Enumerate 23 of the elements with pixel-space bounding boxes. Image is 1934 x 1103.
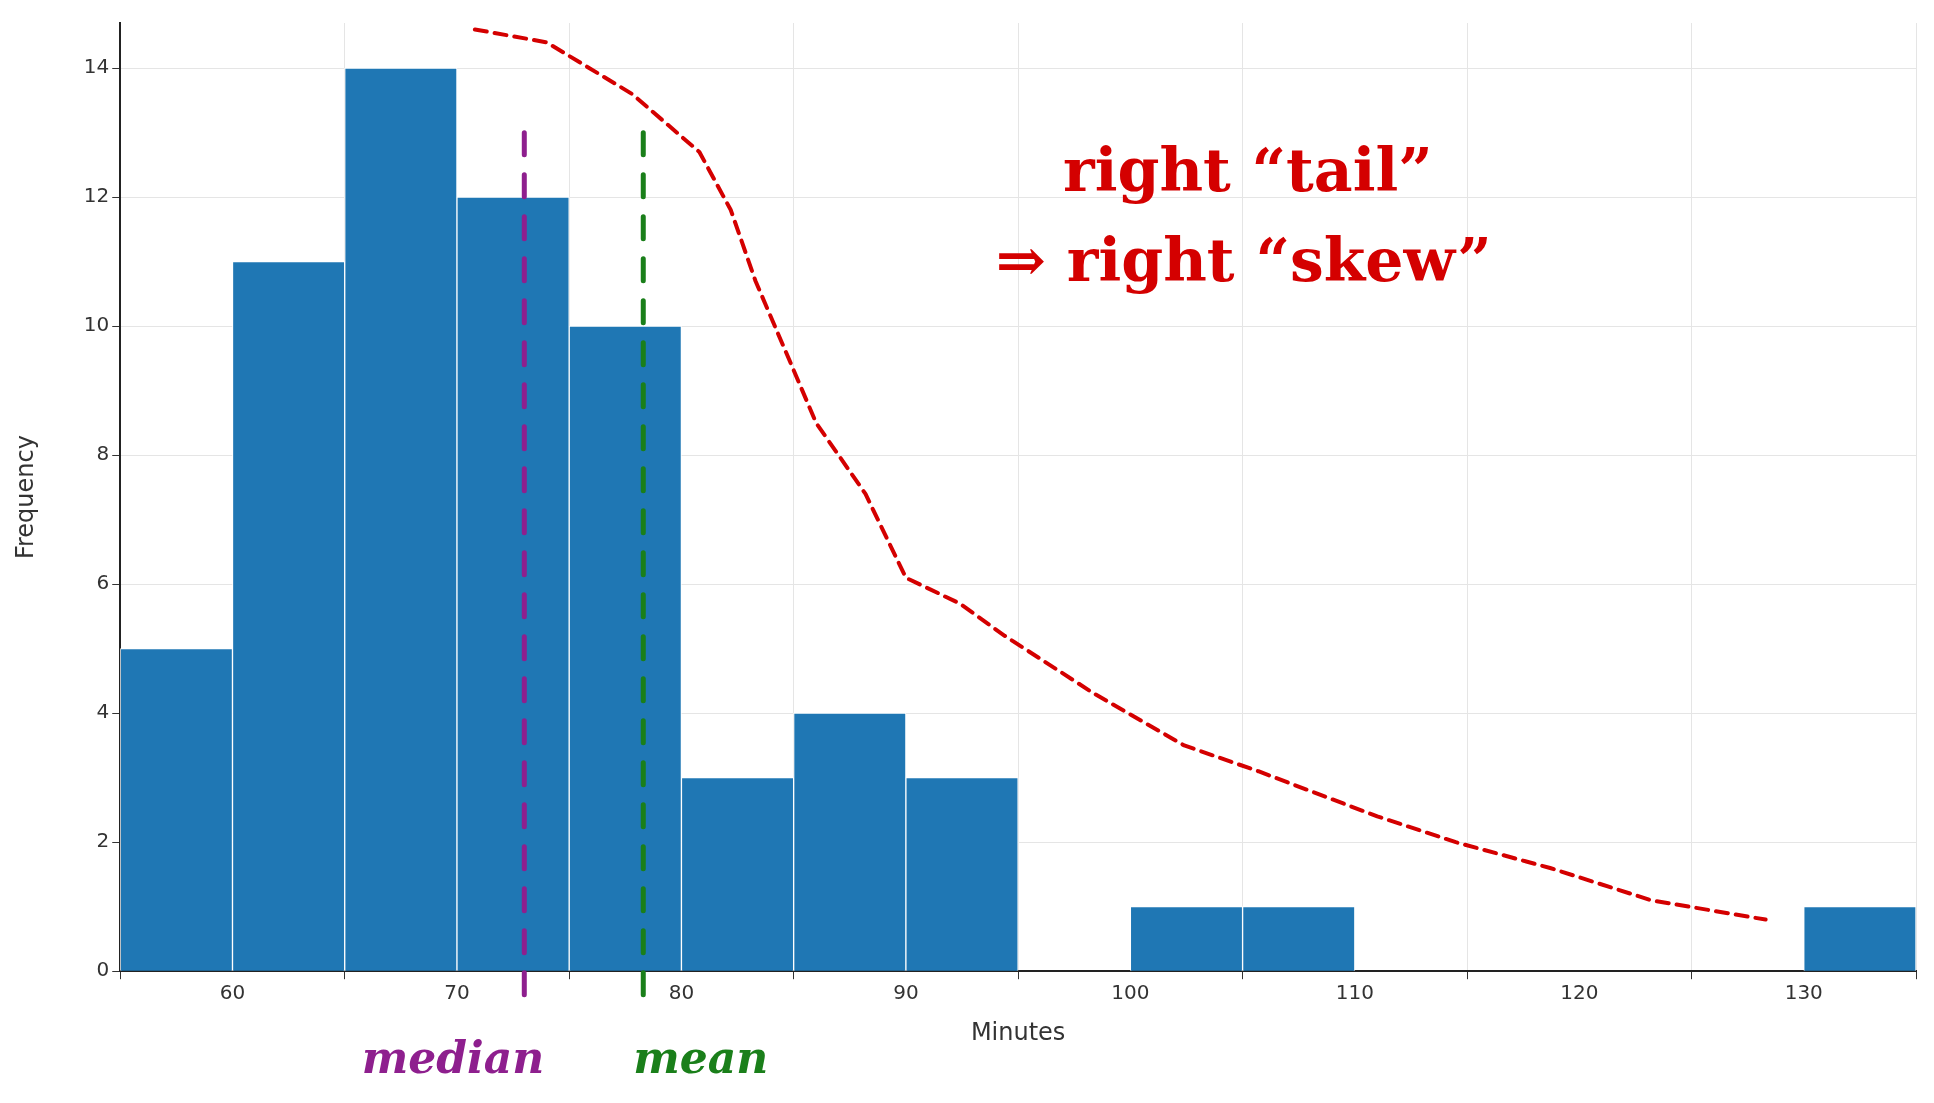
x-tick-label: 90 xyxy=(893,980,919,1005)
x-tick-label: 130 xyxy=(1784,980,1823,1005)
annotation: right “tail” xyxy=(1063,134,1433,205)
y-tick-label: 14 xyxy=(83,54,110,79)
y-tick-label: 6 xyxy=(96,570,110,595)
annotation: ⇒ right “skew” xyxy=(995,225,1492,296)
x-tick-label: 100 xyxy=(1111,980,1150,1005)
x-tick-label: 80 xyxy=(668,980,695,1005)
line-series xyxy=(472,27,1768,922)
y-tick-label: 12 xyxy=(83,183,110,208)
ref-line-label: median xyxy=(361,1032,545,1084)
y-axis-title: Frequency xyxy=(10,435,39,560)
x-tick-label: 60 xyxy=(219,980,246,1005)
x-tick-label: 70 xyxy=(444,980,470,1005)
y-tick-label: 4 xyxy=(96,699,110,724)
y-tick-label: 2 xyxy=(96,828,110,853)
ref-line-label: mean xyxy=(633,1032,769,1084)
x-tick-label: 120 xyxy=(1560,980,1599,1005)
y-tick-label: 10 xyxy=(83,312,110,337)
y-tick-label: 8 xyxy=(96,441,110,466)
x-tick-label: 110 xyxy=(1335,980,1374,1005)
y-tick-label: 0 xyxy=(96,957,110,982)
x-axis-title: Minutes xyxy=(970,1017,1066,1046)
